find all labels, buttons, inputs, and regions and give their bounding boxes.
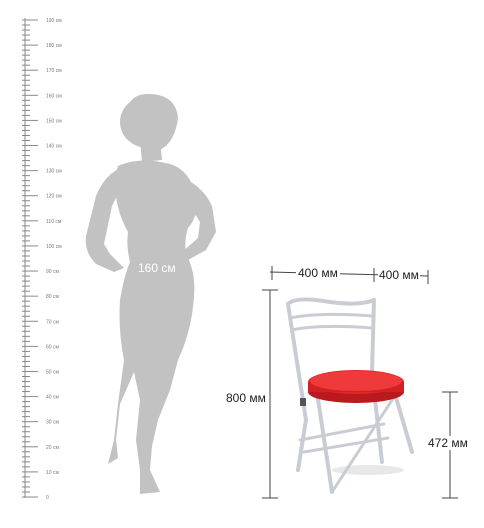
hinge (300, 398, 306, 406)
ruler-tick-label: 80 см (46, 294, 59, 300)
height-label: 800 мм (224, 391, 268, 405)
ruler-tick-label: 180 см (46, 43, 62, 49)
ruler-tick-label: 90 см (46, 269, 59, 275)
seat-height-label: 472 мм (426, 436, 470, 450)
chair-seat (308, 370, 404, 403)
ruler-tick-label: 120 см (46, 194, 62, 200)
depth-label: 400 мм (378, 268, 420, 282)
ruler-tick-label: 140 см (46, 144, 62, 150)
width-label: 400 мм (296, 266, 340, 280)
ruler-tick-label: 190 см (46, 18, 62, 24)
ruler-tick-label: 160 см (46, 93, 62, 99)
ruler-tick-label: 170 см (46, 68, 62, 74)
ruler-tick-label: 60 см (46, 344, 59, 350)
ruler-tick-label: 30 см (46, 420, 59, 426)
ruler-tick-label: 150 см (46, 118, 62, 124)
ruler-tick-label: 20 см (46, 445, 59, 451)
ruler-tick-label: 40 см (46, 395, 59, 401)
ruler-tick-label: 10 см (46, 470, 59, 476)
figure-height-label: 160 см (138, 261, 176, 275)
chair-frame (286, 297, 414, 494)
ruler-tick-label: 50 см (46, 369, 59, 375)
ruler-tick-label: 0 (46, 495, 49, 501)
ruler-tick-label: 110 см (46, 219, 62, 225)
ruler-tick-label: 70 см (46, 319, 59, 325)
ruler-tick-label: 130 см (46, 169, 62, 175)
chair-shadow (332, 465, 404, 475)
ruler-tick-label: 100 см (46, 244, 62, 250)
